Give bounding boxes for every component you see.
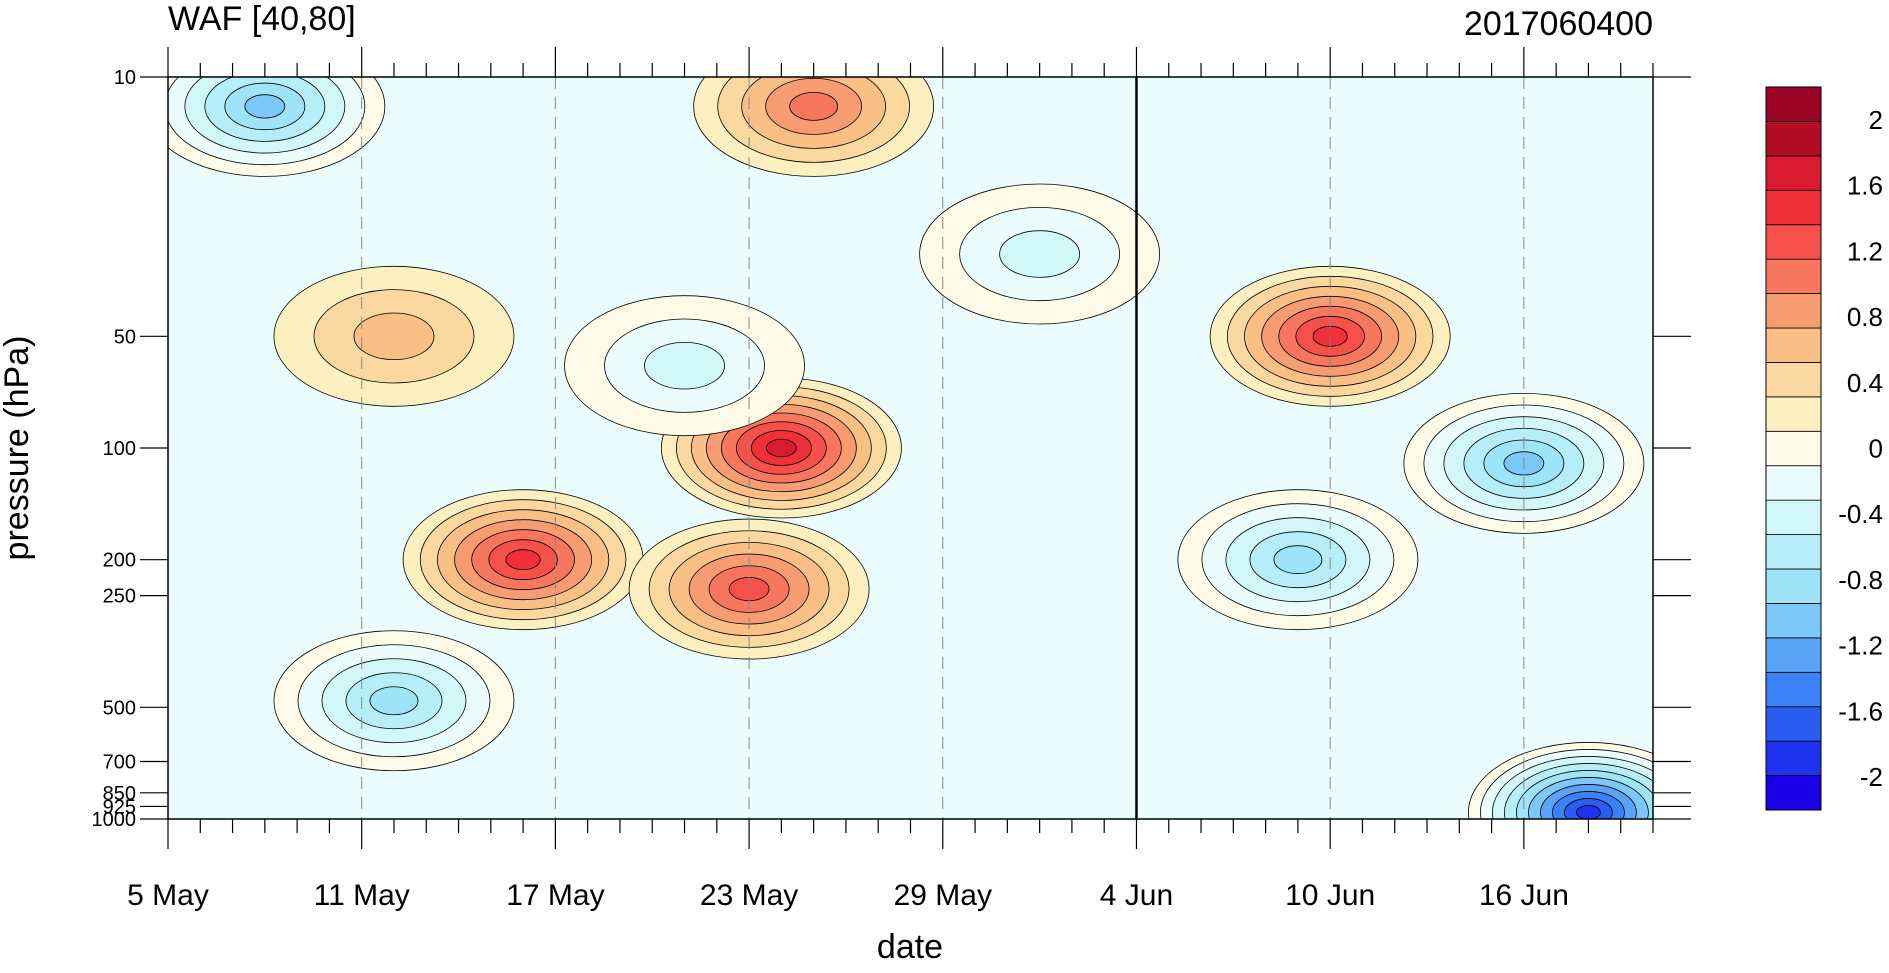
y-tick-label: 250 [103, 586, 136, 608]
colorbar-swatch [1765, 86, 1822, 122]
colorbar-label: -1.6 [1838, 696, 1883, 726]
field-feature [564, 295, 805, 437]
colorbar-swatch [1765, 396, 1822, 432]
colorbar-swatch [1765, 775, 1822, 811]
colorbar-swatch [1765, 189, 1822, 226]
colorbar-swatch [1765, 430, 1822, 467]
x-axis: 5 May 11 May 17 May 23 May 29 May 4 Jun 10 Jun… [127, 47, 1654, 912]
colorbar-swatch [1765, 155, 1822, 191]
field-feature [1177, 489, 1419, 631]
field-feature [693, 77, 935, 177]
field-feature [168, 77, 386, 177]
x-tick-label: 17 May [506, 879, 604, 912]
wave-activity-field [168, 77, 1653, 819]
colorbar-label: 0.8 [1847, 302, 1883, 332]
contour-band [999, 230, 1081, 278]
x-tick-label: 29 May [894, 879, 992, 912]
colorbar-swatch [1765, 293, 1822, 329]
chart-title-left: WAF [40,80] [168, 0, 356, 38]
y-tick-label: 10 [114, 67, 136, 89]
y-tick-label: 500 [103, 697, 136, 719]
contour-band [1576, 805, 1601, 819]
contour-band [765, 438, 797, 458]
colorbar-swatch [1765, 671, 1822, 708]
field-feature [273, 630, 515, 772]
x-tick-label: 16 Jun [1479, 879, 1569, 912]
colorbar-swatch [1765, 224, 1822, 260]
colorbar-swatch [1765, 327, 1822, 363]
plot-area [167, 76, 1654, 820]
y-tick-label: 1000 [92, 809, 137, 831]
y-tick-label: 200 [103, 550, 136, 572]
colorbar-label: 0.4 [1847, 368, 1883, 398]
chart-title-right: 2017060400 [1464, 5, 1653, 43]
field-feature [1468, 742, 1653, 819]
y-tick-label: 100 [103, 438, 136, 460]
y-tick-label: 50 [114, 326, 136, 348]
y-tick-label: 925 [103, 796, 136, 818]
colorbar-swatch [1765, 740, 1822, 776]
x-tick-label: 23 May [700, 879, 798, 912]
field-feature [919, 183, 1161, 325]
colorbar-swatch [1765, 499, 1822, 535]
colorbar-label: 0 [1869, 434, 1883, 464]
colorbar-label: -0.8 [1838, 565, 1883, 595]
colorbar-swatch [1765, 603, 1822, 639]
colorbar-swatch [1765, 637, 1822, 673]
x-tick-label: 5 May [127, 879, 209, 912]
field-feature [1209, 265, 1451, 407]
contour-band [369, 686, 419, 716]
colorbar-swatch [1765, 465, 1822, 501]
colorbar-label: -2 [1860, 762, 1883, 792]
colorbar-label: -1.2 [1838, 631, 1883, 661]
colorbar-swatch [1765, 258, 1822, 294]
colorbar-swatch [1765, 706, 1822, 742]
contour-band [505, 549, 541, 571]
x-axis-label: date [877, 928, 943, 966]
colorbar-label: 1.2 [1847, 236, 1883, 266]
colorbar-swatch [1765, 534, 1822, 570]
colorbar-swatch [1765, 121, 1822, 157]
field-feature [273, 265, 515, 407]
contour-band [353, 312, 435, 361]
field-feature [402, 489, 644, 631]
colorbar-swatch [1765, 362, 1822, 398]
y-tick-label: 850 [103, 783, 136, 805]
colorbar-swatch [1765, 568, 1822, 604]
contour-band [644, 341, 725, 390]
field-feature [628, 518, 870, 660]
colorbar-label: -0.4 [1838, 499, 1883, 529]
colorbar: -2 -1.6 -1.2 -0.8 -0.4 0 0.4 0.8 1.2 1.6 2 [1765, 86, 1883, 811]
x-tick-label: 11 May [314, 879, 410, 912]
field-feature [660, 377, 902, 519]
x-tick-label: 4 Jun [1100, 879, 1173, 912]
y-tick-label: 700 [103, 752, 136, 774]
colorbar-label: 2 [1869, 105, 1883, 135]
contour-band [244, 94, 286, 119]
x-tick-label: 10 Jun [1285, 879, 1375, 912]
contour-band [1273, 545, 1323, 575]
contour-band [789, 91, 839, 121]
colorbar-frame [1765, 86, 1822, 811]
colorbar-label: 1.6 [1847, 171, 1883, 201]
y-axis-label: pressure (hPa) [0, 336, 36, 561]
